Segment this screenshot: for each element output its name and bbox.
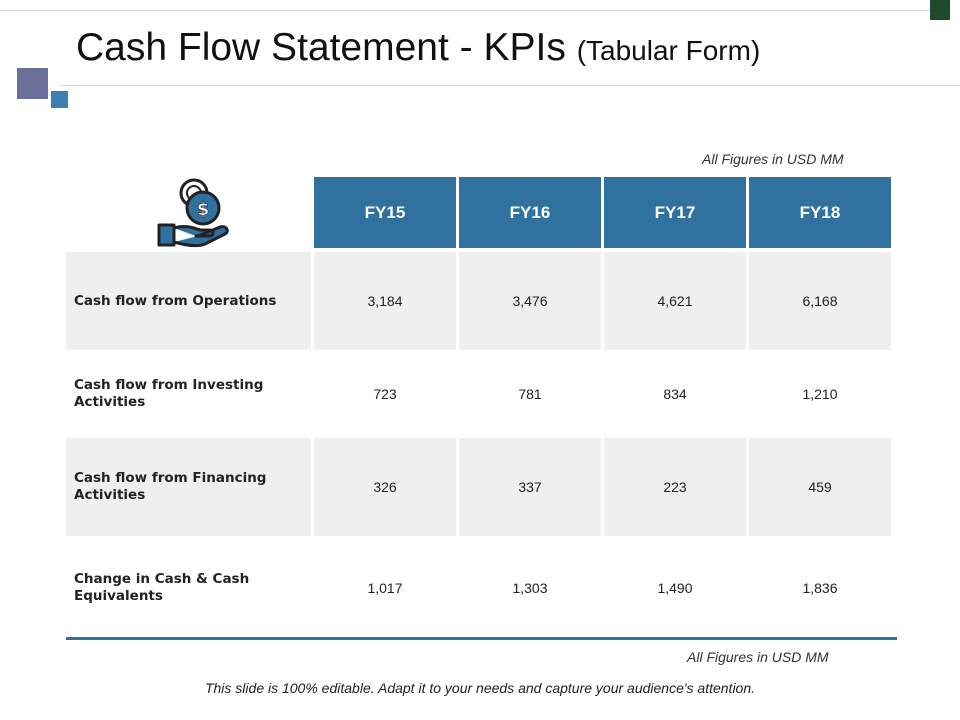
table-bottom-rule	[66, 637, 897, 640]
col-header-fy16: FY16	[459, 177, 601, 248]
cell-investing-fy18: 1,210	[802, 386, 838, 402]
decor-square-small	[51, 91, 68, 108]
cell-operations-fy17: 4,621	[604, 252, 746, 350]
cell-operations-fy16: 3,476	[459, 252, 601, 350]
cell-operations-fy18: 6,168	[749, 252, 891, 350]
cell-operations-fy15: 3,184	[314, 252, 456, 350]
row-label-change-in-cash: Change in Cash & Cash Equivalents	[74, 571, 250, 604]
figures-note-top: All Figures in USD MM	[702, 151, 844, 167]
col-header-fy17: FY17	[604, 177, 746, 248]
title-divider	[60, 85, 960, 86]
col-header-fy18: FY18	[749, 177, 891, 248]
page-title: Cash Flow Statement - KPIs (Tabular Form…	[76, 26, 760, 70]
row-label-financing: Cash flow from Financing Activities	[66, 438, 311, 536]
col-header-fy15: FY15	[314, 177, 456, 248]
hand-holding-dollar-icon: $	[150, 175, 236, 253]
cell-investing-fy15: 723	[373, 386, 397, 402]
cell-financing-fy17: 223	[604, 438, 746, 536]
title-main: Cash Flow Statement - KPIs	[76, 26, 566, 69]
cell-change-fy17: 1,490	[657, 580, 693, 596]
cell-change-fy18: 1,836	[802, 580, 838, 596]
decor-square-large	[17, 68, 48, 99]
corner-accent	[930, 0, 950, 20]
top-divider	[0, 10, 930, 11]
cell-investing-fy16: 781	[518, 386, 542, 402]
cell-change-fy15: 1,017	[367, 580, 403, 596]
figures-note-bottom: All Figures in USD MM	[687, 649, 829, 665]
cell-investing-fy17: 834	[663, 386, 687, 402]
row-label-investing: Cash flow from Investing Activities	[74, 377, 264, 410]
cell-financing-fy15: 326	[314, 438, 456, 536]
cell-financing-fy16: 337	[459, 438, 601, 536]
cell-financing-fy18: 459	[749, 438, 891, 536]
cell-change-fy16: 1,303	[512, 580, 548, 596]
svg-text:$: $	[197, 199, 210, 220]
page-subtitle: (Tabular Form)	[576, 35, 761, 66]
row-label-operations: Cash flow from Operations	[66, 252, 311, 350]
footer-note: This slide is 100% editable. Adapt it to…	[204, 680, 756, 696]
